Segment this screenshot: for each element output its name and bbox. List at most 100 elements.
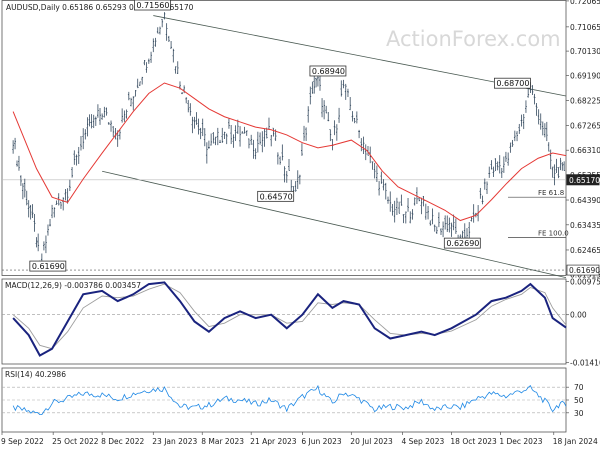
price-bar	[103, 106, 106, 118]
price-bar	[84, 129, 87, 140]
price-bar	[325, 105, 328, 114]
support-price-box	[566, 264, 600, 276]
rsi-y-tick-label: 70	[574, 383, 584, 392]
price-bar	[232, 134, 235, 148]
price-bar	[490, 160, 493, 170]
x-tick-label: 20 Jul 2023	[350, 437, 393, 446]
price-bar	[557, 167, 560, 179]
price-bar	[561, 162, 564, 171]
price-bar	[259, 132, 261, 145]
price-bar	[298, 174, 301, 185]
price-bar	[150, 51, 152, 63]
price-bar	[216, 127, 219, 146]
price-bar	[250, 134, 253, 145]
price-bar	[315, 77, 317, 88]
price-bar	[272, 127, 275, 137]
fib-level-label: FE 100.0	[538, 229, 569, 237]
price-bar	[16, 160, 18, 167]
price-bar	[152, 38, 155, 53]
price-bar	[513, 130, 516, 142]
macd-main-line	[12, 281, 567, 357]
price-bar	[163, 12, 166, 20]
price-bar	[193, 116, 196, 129]
price-bar	[172, 48, 175, 63]
x-tick-label: 18 Jan 2024	[553, 437, 598, 446]
price-bar	[335, 124, 338, 141]
price-bar	[23, 178, 26, 198]
price-bar	[110, 120, 112, 132]
rsi-y-tick-label: 30	[574, 409, 584, 418]
swing-annotation: 0.68700	[494, 77, 531, 89]
price-bar	[49, 219, 51, 227]
price-bar	[53, 207, 56, 218]
price-bar	[248, 138, 250, 149]
price-bar	[18, 155, 20, 171]
price-bar	[507, 152, 510, 166]
price-bar	[230, 124, 233, 145]
swing-annotation: 0.68940	[309, 65, 347, 77]
price-bar	[427, 206, 429, 220]
price-bar	[486, 181, 488, 194]
price-bar	[66, 188, 69, 204]
swing-annotation-box	[309, 65, 347, 77]
price-bar	[555, 158, 558, 174]
price-y-tick-label: 0.63435	[570, 221, 600, 230]
price-bar	[185, 97, 188, 104]
price-bar	[119, 129, 121, 140]
price-bar	[351, 111, 354, 122]
price-bar	[543, 123, 546, 138]
price-bar	[45, 235, 47, 254]
price-bar	[522, 114, 525, 130]
price-bar	[333, 120, 336, 136]
swing-annotation-box	[443, 237, 481, 249]
price-bar	[60, 201, 62, 209]
price-bar	[101, 113, 104, 120]
swing-annotation-label: 0.61690	[32, 262, 65, 271]
price-bar	[422, 195, 425, 207]
price-bar	[203, 128, 206, 147]
x-tick-label: 8 Dec 2022	[101, 437, 144, 446]
price-bar	[355, 111, 358, 124]
price-bar	[281, 144, 284, 161]
price-bar	[130, 97, 132, 107]
price-bar	[176, 61, 179, 75]
price-bar	[189, 103, 192, 116]
price-bar	[393, 200, 396, 223]
price-bar	[195, 112, 198, 125]
price-bar	[80, 136, 82, 151]
price-bar	[442, 221, 444, 238]
price-y-tick-label: 0.71065	[570, 23, 600, 32]
chart-header-instrument: AUDUSD,Daily 0.65186 0.65293 0.65144 0.6…	[6, 3, 194, 12]
macd-panel-frame	[1, 278, 567, 365]
price-bar	[353, 117, 356, 124]
price-bar	[440, 228, 442, 236]
price-bar	[64, 188, 67, 201]
price-bar	[134, 90, 137, 97]
price-bar	[208, 140, 210, 149]
price-bar	[338, 107, 340, 123]
price-bar	[252, 139, 255, 159]
price-bar	[107, 122, 110, 125]
price-bar	[404, 211, 407, 224]
price-bar	[201, 118, 204, 137]
x-tick-label: 8 Mar 2023	[201, 437, 244, 446]
price-bar	[210, 133, 213, 146]
price-bar	[371, 161, 374, 170]
price-bar	[438, 212, 440, 228]
price-bar	[396, 197, 398, 215]
price-bar	[236, 119, 239, 134]
swing-annotation: 0.71560	[134, 0, 171, 11]
price-bar	[454, 218, 457, 234]
price-bar	[494, 158, 497, 172]
price-bar	[505, 151, 507, 162]
price-bar	[154, 37, 157, 47]
swing-annotation-box	[257, 190, 295, 202]
price-bar	[398, 201, 401, 214]
price-bar	[446, 215, 449, 232]
price-bar	[407, 197, 409, 212]
x-tick-label: 1 Dec 2023	[499, 437, 542, 446]
price-bar	[234, 125, 237, 141]
price-bar	[498, 155, 501, 174]
price-bar	[549, 149, 552, 170]
